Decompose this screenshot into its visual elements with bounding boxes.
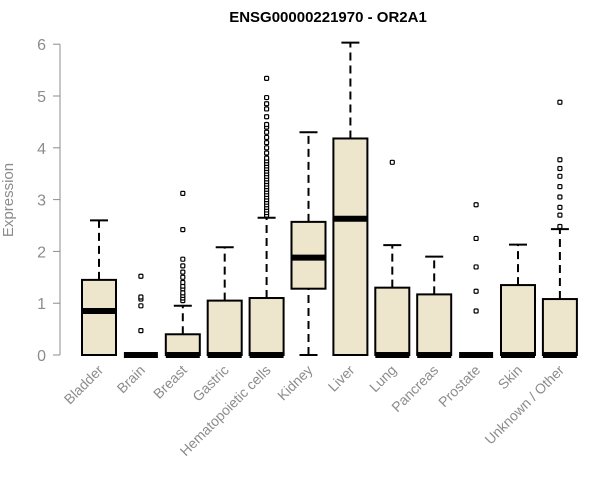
box-hematopoietic-cells (248, 75, 285, 358)
outlier-point (180, 263, 186, 269)
outlier-point (264, 150, 270, 156)
box-prostate (459, 202, 494, 358)
outlier-point (557, 194, 563, 200)
outlier-point (389, 159, 395, 165)
box-unknown-other (541, 99, 578, 358)
box-bladder (81, 219, 117, 357)
iqr-box (81, 278, 117, 357)
box-lung (374, 159, 411, 358)
y-tick-label: 6 (37, 37, 46, 54)
outlier-point (557, 212, 563, 218)
iqr-box (206, 299, 243, 356)
outlier-point (264, 129, 270, 135)
outlier-point (138, 303, 144, 309)
iqr-box (416, 293, 453, 357)
outlier-point (557, 165, 563, 172)
outlier-point (264, 94, 270, 101)
outlier-point (264, 140, 270, 146)
chart-title: ENSG00000221970 - OR2A1 (229, 9, 427, 26)
iqr-box (541, 298, 578, 356)
iqr-box (248, 297, 285, 356)
box-brain (123, 273, 158, 358)
box-breast (164, 190, 201, 358)
outlier-point (557, 173, 563, 179)
box-liver (332, 41, 369, 356)
outlier-point (473, 235, 479, 242)
outlier-point (264, 155, 270, 161)
outlier-point (180, 269, 186, 275)
outlier-point (557, 184, 563, 190)
iqr-box (164, 333, 201, 356)
outlier-point (180, 274, 186, 280)
x-tick-label: Brain (114, 362, 148, 396)
y-axis-label: Expression (0, 163, 17, 237)
outlier-point (264, 134, 270, 141)
box-pancreas (416, 255, 453, 358)
outlier-point (180, 256, 186, 262)
box-kidney (290, 131, 327, 356)
x-tick-label: Pancreas (388, 362, 441, 415)
x-tick-label: Liver (325, 362, 358, 395)
x-tick-label: Breast (150, 362, 190, 402)
outlier-point (180, 279, 186, 286)
outlier-point (180, 227, 186, 233)
y-tick-label: 2 (37, 244, 46, 261)
outlier-point (557, 204, 563, 210)
axes: 0 1 2 3 4 5 6 (37, 37, 61, 365)
x-tick-label: Kidney (274, 362, 316, 404)
box-gastric (206, 246, 243, 358)
outlier-point (180, 190, 186, 196)
box-skin (500, 243, 536, 358)
outlier-point (557, 223, 563, 230)
outlier-point (138, 328, 144, 334)
x-tick-label: Bladder (61, 362, 107, 408)
outlier-point (473, 308, 479, 314)
iqr-box (332, 137, 369, 356)
outlier-point (557, 99, 563, 105)
outlier-point (138, 294, 144, 300)
outlier-point (264, 75, 270, 81)
outlier-point (473, 264, 479, 270)
iqr-box (374, 286, 411, 356)
outlier-point (264, 121, 270, 128)
boxes (81, 41, 578, 358)
y-tick-label: 4 (37, 141, 46, 158)
outlier-point (180, 290, 186, 296)
y-tick-label: 1 (37, 296, 46, 313)
outlier-point (557, 157, 563, 163)
outlier-point (473, 202, 479, 208)
y-tick-label: 0 (37, 348, 46, 365)
outlier-point (264, 114, 270, 120)
y-tick-label: 5 (37, 89, 46, 106)
outlier-point (264, 145, 270, 151)
y-tick-label: 3 (37, 193, 46, 210)
outlier-point (264, 106, 270, 112)
x-tick-label: Unknown / Other (481, 362, 567, 448)
x-tick-label: Prostate (435, 362, 483, 410)
outlier-point (264, 101, 270, 107)
outlier-point (138, 273, 144, 279)
iqr-box (500, 284, 536, 357)
outlier-point (473, 288, 479, 294)
x-tick-label: Lung (366, 362, 399, 395)
x-tick-label: Skin (495, 362, 526, 393)
